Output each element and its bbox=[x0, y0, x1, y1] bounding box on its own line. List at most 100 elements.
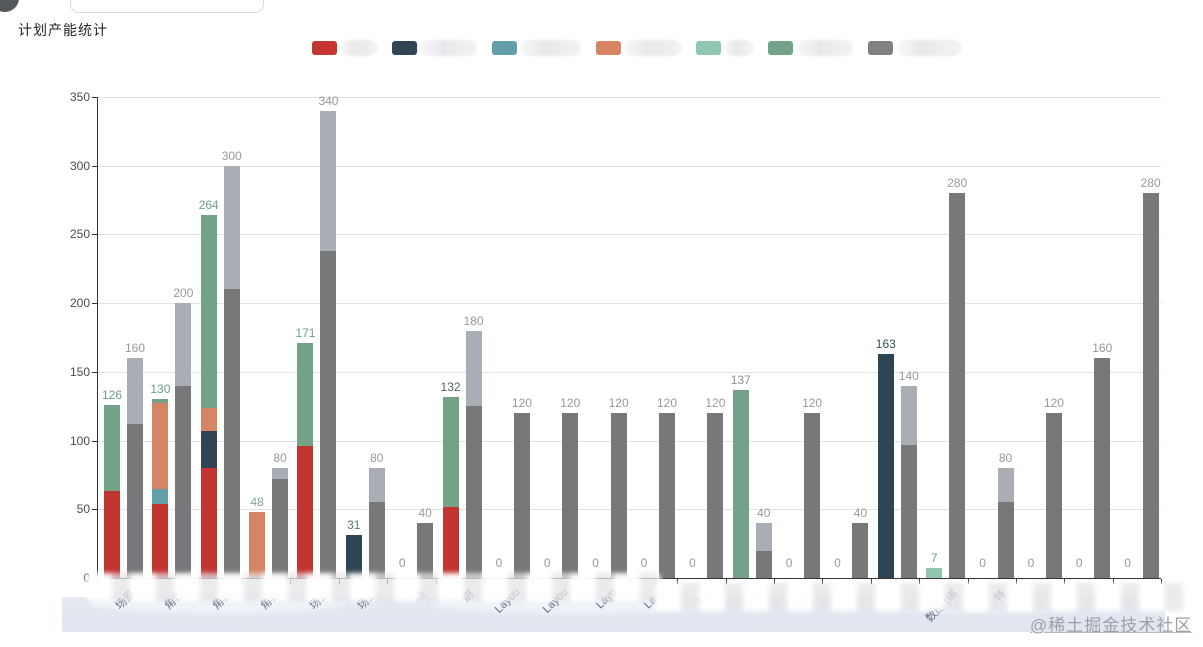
bar-segment-salmon[interactable] bbox=[249, 512, 266, 578]
bar-zero-label: 0 bbox=[1027, 556, 1035, 570]
legend-item-series-gray[interactable] bbox=[868, 40, 961, 56]
y-axis-tick bbox=[92, 97, 97, 98]
bar-segment-gray-dark[interactable] bbox=[272, 479, 289, 578]
bar-segment-teal[interactable] bbox=[152, 488, 169, 504]
bar-segment-gray-light[interactable] bbox=[127, 358, 143, 425]
bar-segment-gray-light[interactable] bbox=[755, 523, 772, 551]
bar-segment-red[interactable] bbox=[152, 503, 169, 578]
bar-segment-gray-dark[interactable] bbox=[127, 424, 143, 578]
bar-segment-gray-light[interactable] bbox=[320, 110, 337, 251]
bar-total-label: 132 bbox=[440, 379, 461, 394]
x-axis-tick bbox=[822, 579, 824, 584]
bar-total-label: 80 bbox=[998, 451, 1013, 466]
bar-segment-gray-light[interactable] bbox=[900, 385, 917, 445]
bar-zero-label: 0 bbox=[640, 556, 648, 570]
bar-total-label: 264 bbox=[198, 198, 219, 213]
bar-total-label: 120 bbox=[656, 396, 678, 411]
bar-total-label: 120 bbox=[608, 396, 629, 411]
bar-segment-green[interactable] bbox=[200, 215, 217, 408]
bar-segment-gray-dark[interactable] bbox=[1142, 193, 1159, 578]
bar-total-label: 48 bbox=[250, 495, 264, 510]
bar-segment-gray-light[interactable] bbox=[272, 468, 289, 480]
bar-segment-gray-dark[interactable] bbox=[659, 413, 675, 578]
gridline-50 bbox=[97, 509, 1161, 511]
bar-zero-label: 0 bbox=[1075, 556, 1083, 570]
gridline-300 bbox=[97, 165, 1161, 167]
legend-item-series-mint[interactable] bbox=[696, 40, 753, 56]
chart-title: 计划产能统计 bbox=[18, 22, 108, 38]
censor-blur-strip-left bbox=[86, 573, 661, 601]
bar-total-label: 163 bbox=[875, 336, 896, 351]
bar-segment-gray-dark[interactable] bbox=[949, 193, 966, 578]
bar-segment-gray-dark[interactable] bbox=[417, 523, 434, 578]
bar-segment-gray-dark[interactable] bbox=[1045, 413, 1062, 578]
x-axis-tick bbox=[1161, 579, 1162, 584]
bar-segment-gray-light[interactable] bbox=[175, 303, 192, 386]
x-axis-tick bbox=[1112, 579, 1114, 584]
bar-segment-gray-dark[interactable] bbox=[513, 413, 530, 578]
bar-segment-gray-light[interactable] bbox=[368, 468, 385, 503]
bar-segment-salmon[interactable] bbox=[152, 403, 169, 489]
bar-segment-gray-dark[interactable] bbox=[852, 523, 869, 578]
bar-segment-navy[interactable] bbox=[877, 353, 894, 578]
legend-label-censored bbox=[897, 40, 961, 56]
bar-segment-green[interactable] bbox=[152, 399, 169, 404]
legend-item-series-red[interactable] bbox=[312, 40, 377, 56]
legend-item-series-teal[interactable] bbox=[492, 40, 581, 56]
bar-segment-gray-dark[interactable] bbox=[320, 250, 337, 578]
bar-segment-green[interactable] bbox=[732, 389, 749, 578]
y-axis-tick bbox=[92, 440, 97, 442]
bar-segment-gray-dark[interactable] bbox=[368, 502, 385, 578]
bar-total-label: 80 bbox=[273, 451, 287, 466]
bar-segment-gray-dark[interactable] bbox=[562, 413, 579, 578]
bar-segment-gray-dark[interactable] bbox=[900, 444, 917, 578]
partial-input-field[interactable] bbox=[70, 0, 264, 13]
bar-segment-gray-light[interactable] bbox=[465, 330, 482, 407]
gridline-100 bbox=[97, 440, 1161, 442]
gridline-250 bbox=[97, 234, 1161, 236]
bar-zero-label: 0 bbox=[592, 556, 599, 570]
bar-segment-gray-dark[interactable] bbox=[755, 550, 772, 578]
bar-segment-gray-dark[interactable] bbox=[804, 413, 821, 578]
bar-segment-gray-dark[interactable] bbox=[997, 502, 1014, 578]
bar-segment-mint[interactable] bbox=[926, 568, 943, 578]
bar-total-label: 40 bbox=[853, 506, 868, 521]
bar-segment-gray-dark[interactable] bbox=[223, 289, 240, 578]
legend-item-series-salmon[interactable] bbox=[596, 40, 681, 56]
bar-segment-green[interactable] bbox=[297, 342, 314, 447]
bar-segment-gray-dark[interactable] bbox=[610, 413, 627, 578]
x-axis-tick bbox=[967, 579, 969, 584]
bar-zero-label: 0 bbox=[1124, 556, 1131, 570]
bar-segment-red[interactable] bbox=[442, 506, 459, 578]
bar-segment-green[interactable] bbox=[442, 396, 459, 507]
legend-item-series-navy[interactable] bbox=[392, 40, 477, 56]
bar-segment-gray-dark[interactable] bbox=[1094, 358, 1111, 578]
bar-segment-navy[interactable] bbox=[200, 430, 217, 469]
bar-segment-gray-light[interactable] bbox=[997, 468, 1014, 503]
legend-label-censored bbox=[521, 40, 581, 56]
y-axis-label: 250 bbox=[69, 227, 90, 242]
bar-segment-gray-light[interactable] bbox=[223, 165, 240, 290]
bar-segment-gray-dark[interactable] bbox=[707, 413, 724, 578]
bar-total-label: 7 bbox=[930, 551, 938, 566]
bar-total-label: 120 bbox=[705, 396, 726, 411]
legend-swatch-icon bbox=[392, 41, 417, 55]
bar-zero-label: 0 bbox=[689, 556, 696, 570]
bar-segment-gray-dark[interactable] bbox=[175, 385, 192, 578]
y-axis-label: 100 bbox=[69, 433, 90, 448]
bar-segment-salmon[interactable] bbox=[200, 407, 217, 431]
x-axis-tick bbox=[774, 579, 776, 584]
bar-segment-green[interactable] bbox=[104, 404, 120, 492]
bar-segment-red[interactable] bbox=[297, 446, 314, 578]
legend-swatch-icon bbox=[312, 41, 337, 55]
bar-segment-gray-dark[interactable] bbox=[465, 406, 482, 578]
bar-segment-navy[interactable] bbox=[345, 535, 362, 578]
bar-total-label: 137 bbox=[730, 372, 751, 387]
gridline-150 bbox=[97, 371, 1161, 373]
bar-segment-red[interactable] bbox=[200, 468, 217, 578]
legend-swatch-icon bbox=[696, 41, 721, 55]
legend-item-series-green[interactable] bbox=[768, 40, 853, 56]
bar-segment-red[interactable] bbox=[104, 491, 120, 578]
partial-avatar-icon[interactable] bbox=[0, 0, 19, 12]
x-axis-tick bbox=[870, 579, 872, 584]
